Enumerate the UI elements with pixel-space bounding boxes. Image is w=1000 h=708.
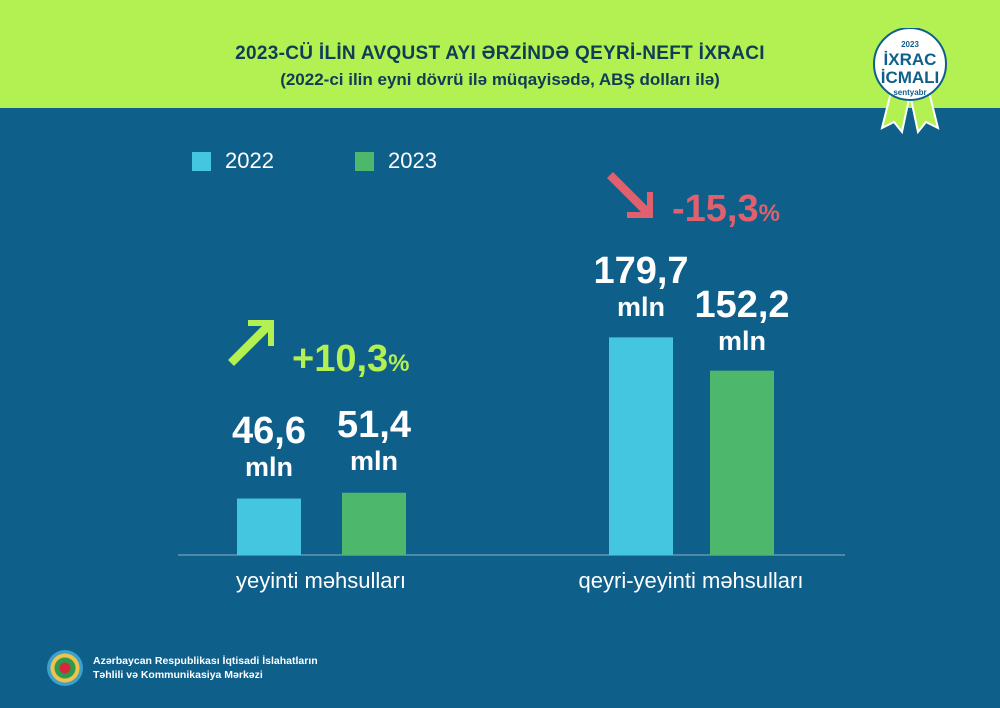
- legend-item-2023: 2023: [355, 148, 437, 174]
- bar-2023-0: [342, 492, 406, 555]
- badge-logo: 2023 İXRAC İCMALI sentyabr: [870, 28, 950, 138]
- bar-2022-0: [237, 498, 301, 555]
- legend-swatch: [355, 151, 374, 171]
- legend-swatch: [192, 151, 211, 171]
- chart-title: 2023-CÜ İLİN AVQUST AYI ƏRZİNDƏ QEYRİ-NE…: [235, 43, 765, 64]
- chart-subtitle: (2022-ci ilin eyni dövrü ilə müqayisədə,…: [280, 70, 720, 89]
- data-label: 152,2 mln: [694, 284, 790, 356]
- data-label: 51,4 mln: [337, 404, 411, 476]
- arrow-up-icon: [228, 320, 274, 366]
- bar-2022-1: [609, 337, 673, 555]
- bar-2023-1: [710, 370, 774, 555]
- category-label: yeyinti məhsulları: [236, 568, 406, 593]
- emblem-icon: [47, 650, 83, 686]
- change-label-nonfood: -15,3%: [672, 188, 780, 230]
- footer-org: Azərbaycan Respublikası İqtisadi İslahat…: [47, 650, 318, 686]
- header-banner: 2023-CÜ İLİN AVQUST AYI ƏRZİNDƏ QEYRİ-NE…: [0, 0, 1000, 108]
- change-label-food: +10,3%: [292, 338, 410, 380]
- arrow-down-icon: [607, 172, 653, 218]
- category-label: qeyri-yeyinti məhsulları: [578, 568, 804, 593]
- data-label: 179,7 mln: [593, 250, 689, 322]
- legend-item-2022: 2022: [192, 148, 274, 174]
- data-label: 46,6 mln: [232, 410, 306, 482]
